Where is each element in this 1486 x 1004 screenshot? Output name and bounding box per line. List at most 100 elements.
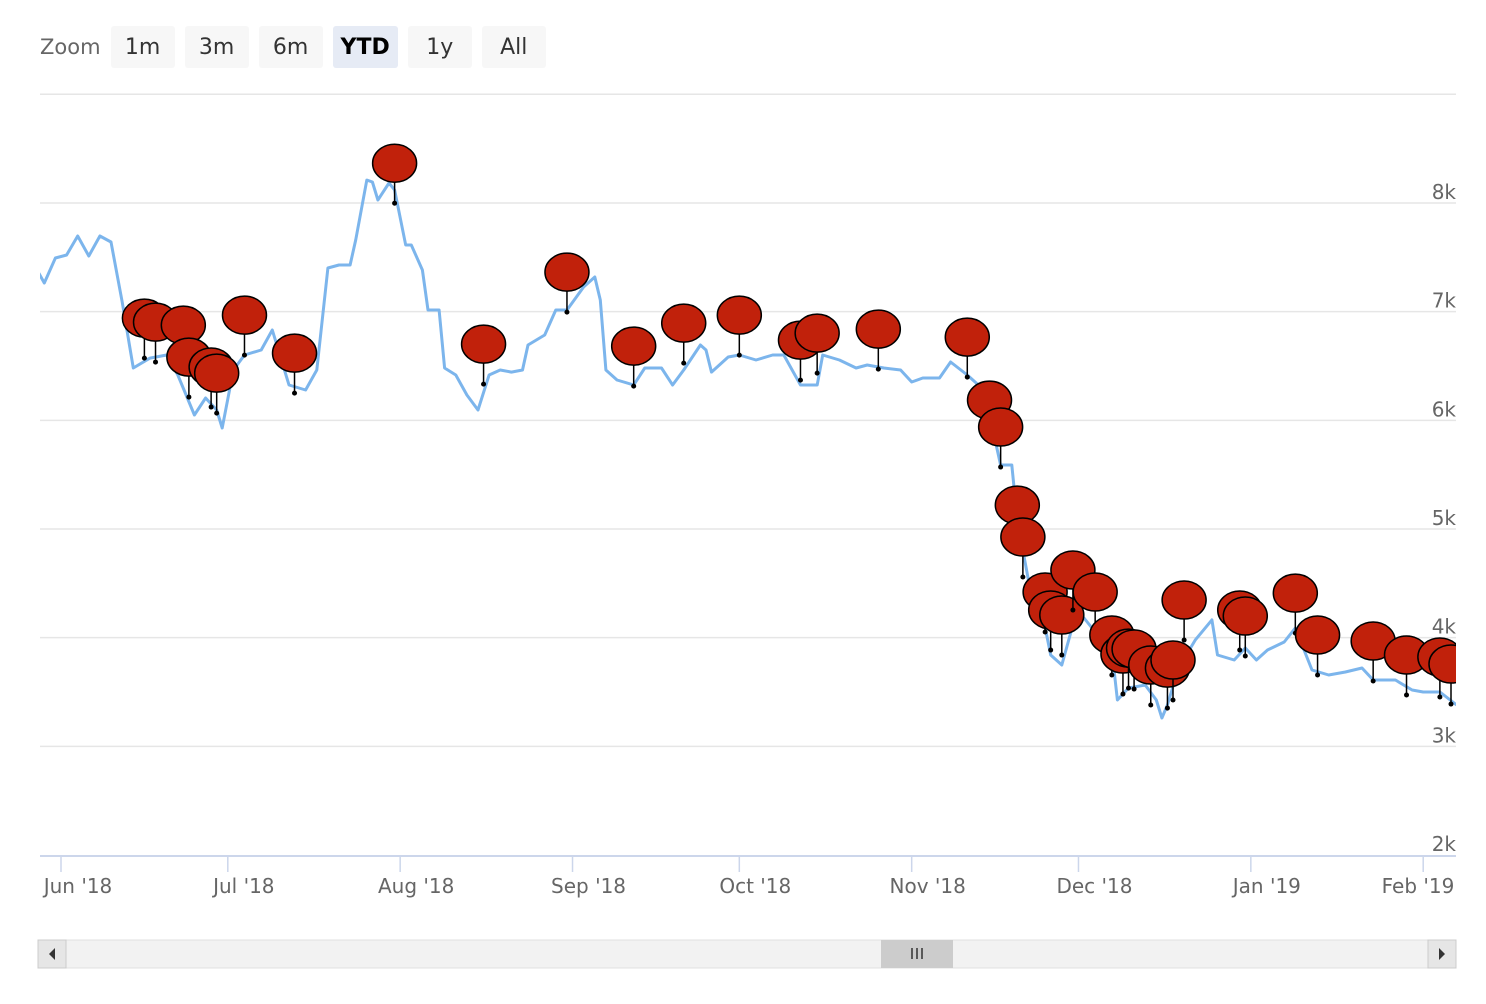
flag-pin-head[interactable] — [1272, 573, 1319, 613]
y-tick-label: 3k — [1432, 723, 1457, 747]
flag-anchor-point — [1048, 647, 1054, 653]
flag-pin[interactable] — [977, 407, 1024, 470]
x-tick-label: Nov '18 — [890, 874, 966, 898]
flag-anchor-point — [1070, 607, 1076, 613]
flag-anchor-point — [141, 355, 147, 361]
x-tick-label: Oct '18 — [719, 874, 791, 898]
zoom-ytd-button[interactable]: YTD — [332, 26, 398, 68]
flag-anchor-point — [1059, 652, 1065, 658]
flag-pin-head[interactable] — [544, 252, 590, 292]
zoom-6m-button[interactable]: 6m — [258, 26, 323, 68]
flag-pin[interactable] — [610, 326, 657, 389]
flag-pin-head[interactable] — [610, 326, 657, 366]
flag-anchor-point — [1120, 691, 1126, 697]
flag-pin[interactable] — [1039, 595, 1085, 658]
zoom-3m-button[interactable]: 3m — [184, 26, 249, 68]
flag-pin-head[interactable] — [977, 407, 1024, 447]
zoom-1y-button[interactable]: 1y — [407, 26, 472, 68]
flag-anchor-point — [875, 366, 881, 372]
x-tick-label: Jun '18 — [42, 874, 113, 898]
flag-anchor-point — [1315, 672, 1321, 678]
range-selector: Zoom 1m 3m 6m YTD 1y All — [40, 26, 556, 68]
flag-pin-head[interactable] — [1161, 580, 1207, 620]
flag-pin[interactable] — [855, 309, 902, 372]
flag-pin-head[interactable] — [1294, 615, 1341, 655]
grid — [40, 93, 1456, 748]
flag-anchor-point — [1170, 697, 1176, 703]
flag-pin-head[interactable] — [1000, 517, 1046, 557]
zoom-label: Zoom — [40, 35, 101, 59]
flag-pin[interactable] — [660, 303, 707, 366]
flag-anchor-point — [392, 200, 398, 206]
grip-icon — [911, 948, 923, 959]
flag-anchor-point — [1181, 637, 1187, 643]
flag-pin[interactable] — [716, 295, 763, 358]
flag-pin-head[interactable] — [660, 303, 707, 343]
arrow-left-icon — [49, 948, 55, 960]
flag-pin-head[interactable] — [221, 295, 268, 335]
flag-anchor-point — [1242, 653, 1248, 659]
flag-pin[interactable] — [1294, 615, 1341, 678]
flag-pin[interactable] — [544, 252, 590, 315]
flag-anchor-point — [1164, 705, 1170, 711]
flag-pin-head[interactable] — [855, 309, 902, 349]
flag-pin[interactable] — [794, 313, 840, 376]
y-tick-label: 6k — [1432, 397, 1457, 421]
flag-anchor-point — [1020, 574, 1026, 580]
flag-anchor-point — [964, 374, 970, 380]
flag-pin[interactable] — [271, 333, 318, 396]
y-axis: 2k 3k 4k 5k 6k 7k 8k — [1432, 180, 1457, 856]
flag-pin-head[interactable] — [1428, 644, 1473, 684]
flag-anchor-point — [1437, 694, 1443, 700]
flag-pin-head[interactable] — [1222, 596, 1269, 636]
y-tick-label: 4k — [1432, 615, 1457, 639]
flag-pin-head[interactable] — [371, 143, 418, 183]
flag-pin[interactable] — [1000, 517, 1046, 580]
flag-pin[interactable] — [221, 295, 268, 358]
flag-pin[interactable] — [193, 353, 240, 416]
x-tick-label: Dec '18 — [1056, 874, 1132, 898]
flag-pin-head[interactable] — [1150, 640, 1196, 680]
flag-anchor-point — [1237, 647, 1243, 653]
y-tick-label: 5k — [1432, 506, 1457, 530]
flag-anchor-point — [292, 390, 298, 396]
x-tick-label: Jul '18 — [211, 874, 274, 898]
flag-anchor-point — [736, 352, 742, 358]
flag-pin[interactable] — [1150, 640, 1196, 703]
flag-anchor-point — [1370, 678, 1376, 684]
flag-anchor-point — [1448, 701, 1454, 707]
zoom-all-button[interactable]: All — [481, 26, 546, 68]
flag-anchor-point — [214, 410, 220, 416]
flag-pin[interactable] — [460, 324, 507, 387]
flag-pin[interactable] — [1272, 573, 1319, 636]
x-tick-label: Jan '19 — [1231, 874, 1301, 898]
flag-anchor-point — [481, 381, 487, 387]
y-tick-label: 7k — [1432, 289, 1457, 313]
flag-anchor-point — [797, 377, 803, 383]
flag-pin[interactable] — [1428, 644, 1473, 707]
arrow-right-icon — [1439, 948, 1445, 960]
flag-pin-head[interactable] — [460, 324, 507, 364]
flag-pin[interactable] — [944, 317, 991, 380]
flag-pin[interactable] — [1222, 596, 1269, 659]
x-axis: Jun '18 Jul '18 Aug '18 Sep '18 Oct '18 Nov '… — [42, 856, 1454, 898]
flag-pin-head[interactable] — [271, 333, 318, 373]
flag-pin-head[interactable] — [1072, 572, 1118, 612]
flag-anchor-point — [1042, 629, 1048, 635]
y-tick-label: 8k — [1432, 180, 1457, 204]
scrollbar-track[interactable] — [37, 939, 1457, 969]
flag-pin-head[interactable] — [794, 313, 840, 353]
flag-pin-head[interactable] — [716, 295, 763, 335]
flag-pin[interactable] — [371, 143, 418, 206]
flag-anchor-point — [631, 383, 637, 389]
zoom-1m-button[interactable]: 1m — [110, 26, 175, 68]
flag-pin-head[interactable] — [193, 353, 240, 393]
flag-pin[interactable] — [1161, 580, 1207, 643]
flag-anchor-point — [153, 359, 159, 365]
scrollbar[interactable] — [37, 939, 1457, 969]
flag-pin-head[interactable] — [944, 317, 991, 357]
flag-anchor-point — [564, 309, 570, 315]
flags — [121, 143, 1473, 711]
flag-anchor-point — [998, 464, 1004, 470]
